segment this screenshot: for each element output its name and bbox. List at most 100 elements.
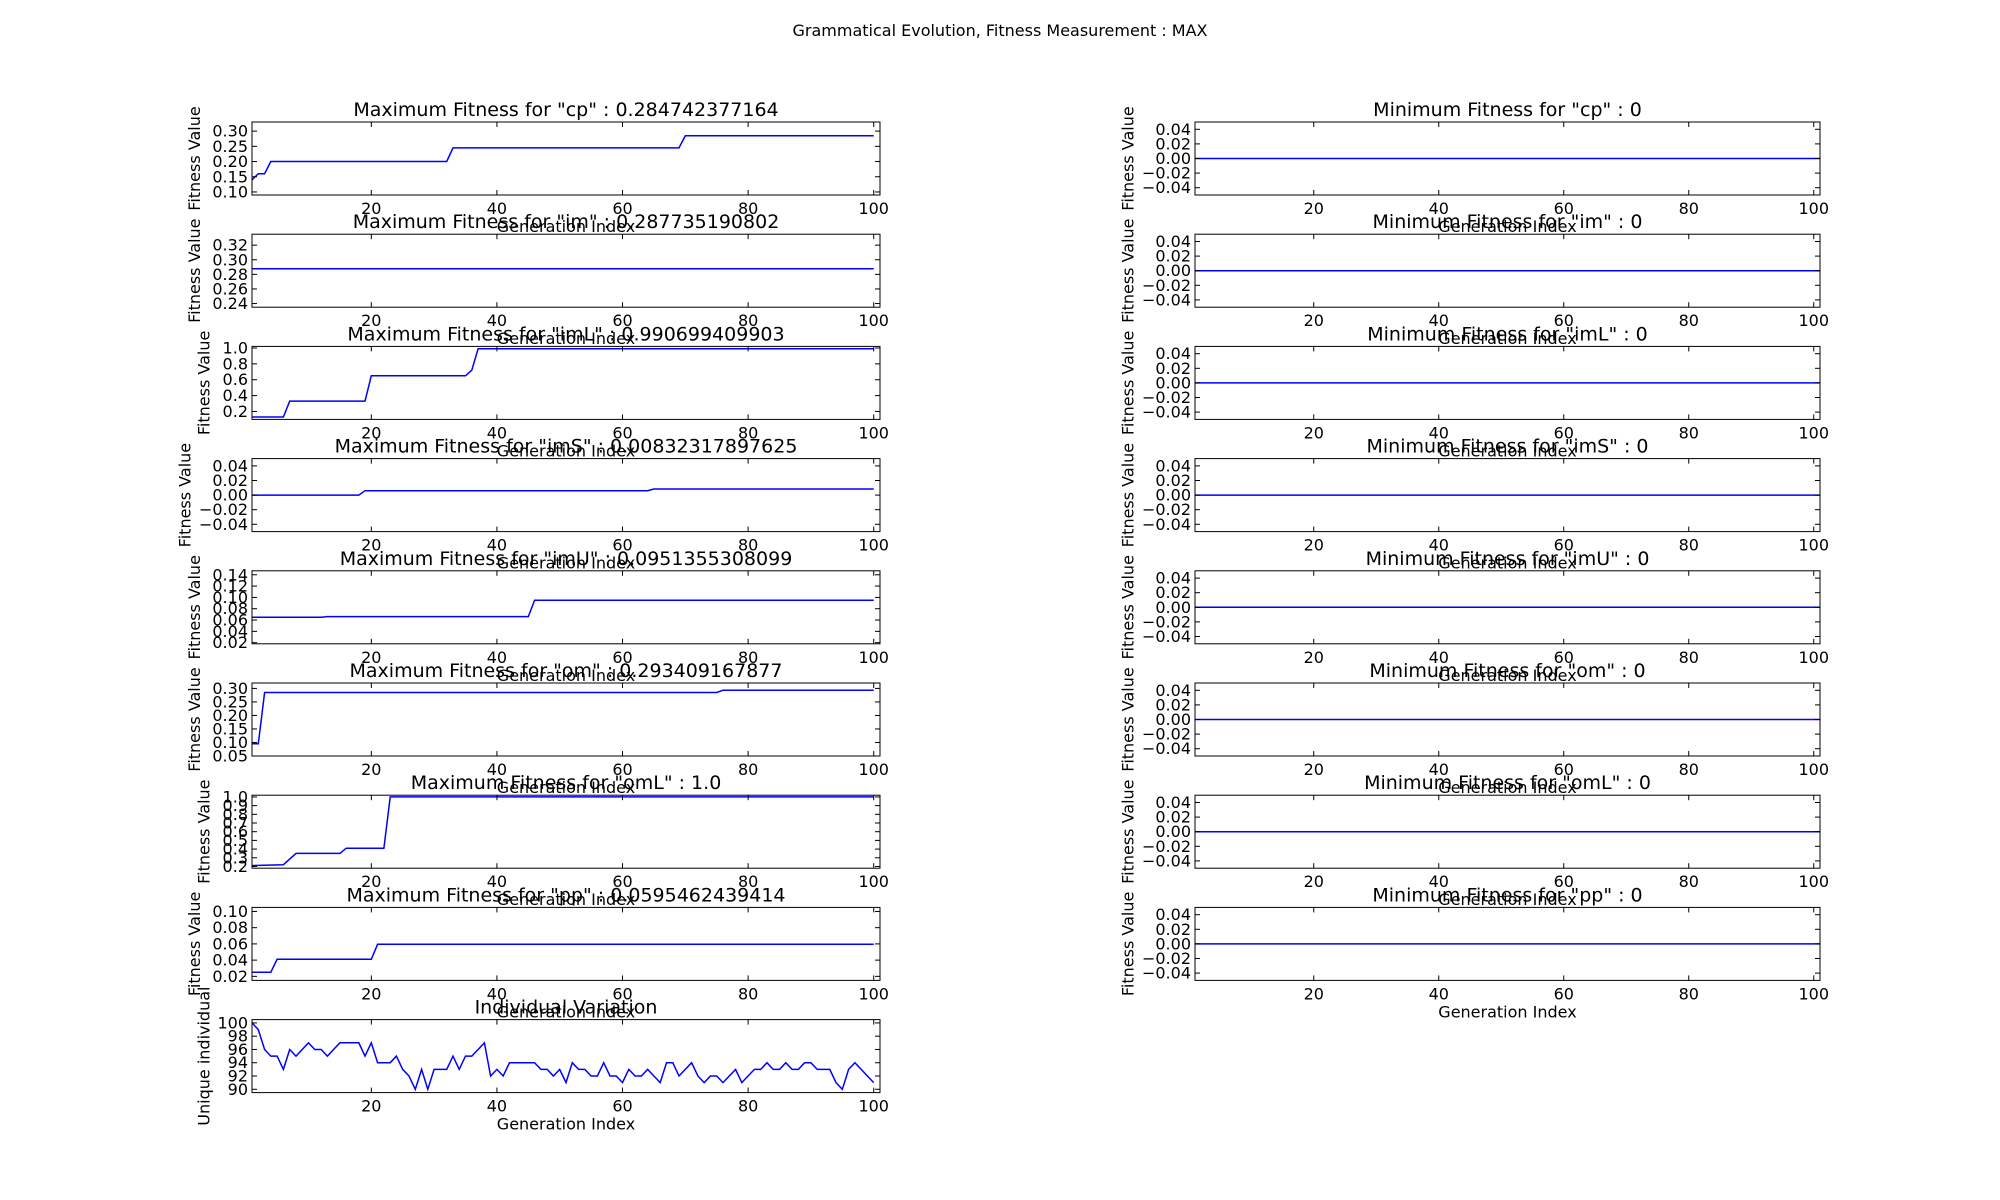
chart-left-0-axes-frame (251, 121, 881, 196)
chart-right-4-x-tick-label: 20 (1304, 648, 1324, 667)
chart-left-7-x-tick-label: 40 (487, 984, 507, 1003)
chart-left-2-x-axis-label: Generation Index (497, 441, 635, 460)
chart-left-5-series-line (252, 689, 874, 745)
chart-left-1-axes-frame (251, 233, 881, 308)
chart-left-5-x-tick-label: 80 (738, 760, 758, 779)
chart-left-4-y-tick-label: 0.14 (212, 565, 248, 584)
chart-right-3-y-tick-label: −0.04 (1142, 515, 1191, 534)
chart-right-0-x-tick-label: 100 (1798, 199, 1829, 218)
chart-left-0-subplot: 20 40 60 80 100 0.100.150.200.250.30 Maximum F… (185, 99, 889, 236)
chart-right-6-title: Minimum Fitness for "omL" : 0 (1364, 772, 1651, 794)
chart-left-5-title: Maximum Fitness for "om" : 0.29340916787… (350, 660, 783, 682)
chart-right-6-y-tick-label: −0.02 (1142, 837, 1191, 856)
chart-left-3-subplot: 20 40 60 80 100 −0.04−0.020.000.020.04 Maximum… (176, 436, 889, 573)
chart-left-5-x-tick-label: 60 (612, 760, 632, 779)
chart-right-4-y-tick-label: 0.00 (1155, 598, 1191, 617)
chart-left-6-title: Maximum Fitness for "omL" : 1.0 (411, 772, 722, 794)
chart-left-8-series-line (251, 1022, 875, 1092)
chart-left-7-y-tick-label: 0.06 (212, 934, 248, 953)
chart-left-5-y-axis-label: Fitness Value (185, 667, 204, 771)
chart-right-2-x-axis-label: Generation Index (1438, 441, 1576, 460)
chart-left-3-title: Maximum Fitness for "imS" : 0.0083231789… (335, 436, 798, 458)
chart-right-7-x-axis-label: Generation Index (1438, 1002, 1576, 1021)
chart-right-7-y-tick-label: −0.04 (1142, 964, 1191, 983)
chart-left-5-y-tick-label: 0.05 (212, 747, 248, 766)
chart-left-0-x-tick-label: 80 (738, 199, 758, 218)
chart-right-1-x-tick-label: 60 (1554, 311, 1574, 330)
chart-right-5-y-axis-label: Fitness Value (1119, 667, 1138, 771)
chart-left-1-x-tick-label: 20 (361, 311, 381, 330)
chart-left-5-axes-frame (251, 682, 881, 757)
chart-left-2-y-tick-label: 0.6 (223, 370, 248, 389)
chart-right-5-x-tick-label: 20 (1304, 760, 1324, 779)
chart-left-2-x-tick-label: 20 (361, 423, 381, 442)
chart-right-3-y-tick-label: 0.02 (1155, 471, 1191, 490)
chart-left-1-y-tick-label: 0.28 (212, 265, 248, 284)
chart-left-7-x-axis-label: Generation Index (497, 1002, 635, 1021)
chart-left-4-series-line (252, 599, 874, 618)
chart-left-0-x-axis-label: Generation Index (497, 217, 635, 236)
chart-right-1-y-tick-label: −0.02 (1142, 276, 1191, 295)
chart-right-5-y-tick-label: 0.04 (1155, 681, 1191, 700)
chart-right-0-x-tick-label: 40 (1429, 199, 1449, 218)
chart-right-2-y-tick-label: 0.04 (1155, 344, 1191, 363)
chart-left-0-x-tick-label: 100 (858, 199, 889, 218)
chart-right-5-x-axis-label: Generation Index (1438, 778, 1576, 797)
chart-right-5-subplot: 20 40 60 80 100 −0.04−0.020.000.020.04 Minimum… (1119, 660, 1830, 797)
chart-right-1-y-tick-label: −0.04 (1142, 290, 1191, 309)
chart-right-1-x-axis-label: Generation Index (1438, 329, 1576, 348)
chart-left-8-title: Individual Variation (475, 997, 658, 1019)
chart-left-3-y-tick-label: −0.02 (199, 500, 248, 519)
chart-right-7-x-tick-label: 80 (1679, 984, 1699, 1003)
chart-right-2-y-tick-label: −0.02 (1142, 388, 1191, 407)
chart-left-3-x-tick-label: 80 (738, 536, 758, 555)
chart-right-4-y-tick-label: 0.02 (1155, 583, 1191, 602)
chart-left-8-x-tick-label: 40 (487, 1097, 507, 1116)
chart-right-5-x-tick-label: 80 (1679, 760, 1699, 779)
chart-right-0-subplot: 20 40 60 80 100 −0.04−0.020.000.020.04 Minimum… (1119, 99, 1830, 236)
chart-left-4-y-tick-label: 0.02 (212, 633, 248, 652)
chart-right-1-x-tick-label: 80 (1679, 311, 1699, 330)
figure-title: Grammatical Evolution, Fitness Measureme… (793, 21, 1208, 40)
chart-left-6-x-tick-label: 100 (858, 872, 889, 891)
chart-left-2-title: Maximum Fitness for "imL" : 0.9906994099… (347, 323, 784, 345)
chart-left-6-y-tick-label: 0.4 (223, 840, 248, 859)
chart-left-5-x-tick-label: 20 (361, 760, 381, 779)
chart-right-4-subplot: 20 40 60 80 100 −0.04−0.020.000.020.04 Minimum… (1119, 548, 1830, 685)
chart-right-3-y-tick-label: 0.04 (1155, 456, 1191, 475)
chart-left-4-x-tick-label: 60 (612, 648, 632, 667)
chart-right-2-x-tick-label: 100 (1798, 423, 1829, 442)
chart-left-3-series-line (252, 488, 874, 496)
chart-right-4-x-axis-label: Generation Index (1438, 666, 1576, 685)
chart-right-5-x-tick-label: 40 (1429, 760, 1449, 779)
chart-left-5-y-tick-label: 0.10 (212, 733, 248, 752)
chart-left-8-x-tick-label: 100 (858, 1097, 889, 1116)
chart-left-3-y-tick-label: 0.00 (212, 486, 248, 505)
chart-left-4-y-tick-label: 0.04 (212, 622, 248, 641)
chart-right-1-y-tick-label: 0.04 (1155, 232, 1191, 251)
chart-right-5-y-tick-label: −0.02 (1142, 725, 1191, 744)
chart-left-4-subplot: 20 40 60 80 100 0.020.040.060.080.100.120.14 M… (185, 548, 889, 685)
chart-right-0-title: Minimum Fitness for "cp" : 0 (1373, 99, 1642, 121)
chart-left-6-y-tick-label: 1.0 (223, 787, 248, 806)
chart-right-1-y-tick-label: 0.00 (1155, 261, 1191, 280)
chart-left-6-y-tick-label: 0.7 (223, 814, 248, 833)
chart-right-4-x-tick-label: 100 (1798, 648, 1829, 667)
chart-right-0-x-tick-label: 20 (1304, 199, 1324, 218)
chart-right-2-x-tick-label: 20 (1304, 423, 1324, 442)
chart-left-1-x-tick-label: 40 (487, 311, 507, 330)
chart-left-6-y-tick-label: 0.3 (223, 848, 248, 867)
chart-left-3-x-tick-label: 60 (612, 536, 632, 555)
chart-right-5-title: Minimum Fitness for "om" : 0 (1369, 660, 1645, 682)
chart-right-7-x-tick-label: 20 (1304, 984, 1324, 1003)
chart-left-7-subplot: 20 40 60 80 100 0.020.040.060.080.10 Maximum F… (185, 884, 889, 1021)
chart-left-7-y-tick-label: 0.04 (212, 951, 248, 970)
chart-left-4-title: Maximum Fitness for "imU" : 0.0951355308… (340, 548, 793, 570)
chart-right-6-x-tick-label: 100 (1798, 872, 1829, 891)
chart-left-6-y-axis-label: Fitness Value (195, 779, 214, 883)
chart-left-6-y-tick-label: 0.2 (223, 857, 248, 876)
chart-left-2-x-tick-label: 80 (738, 423, 758, 442)
chart-right-4-y-tick-label: −0.04 (1142, 627, 1191, 646)
